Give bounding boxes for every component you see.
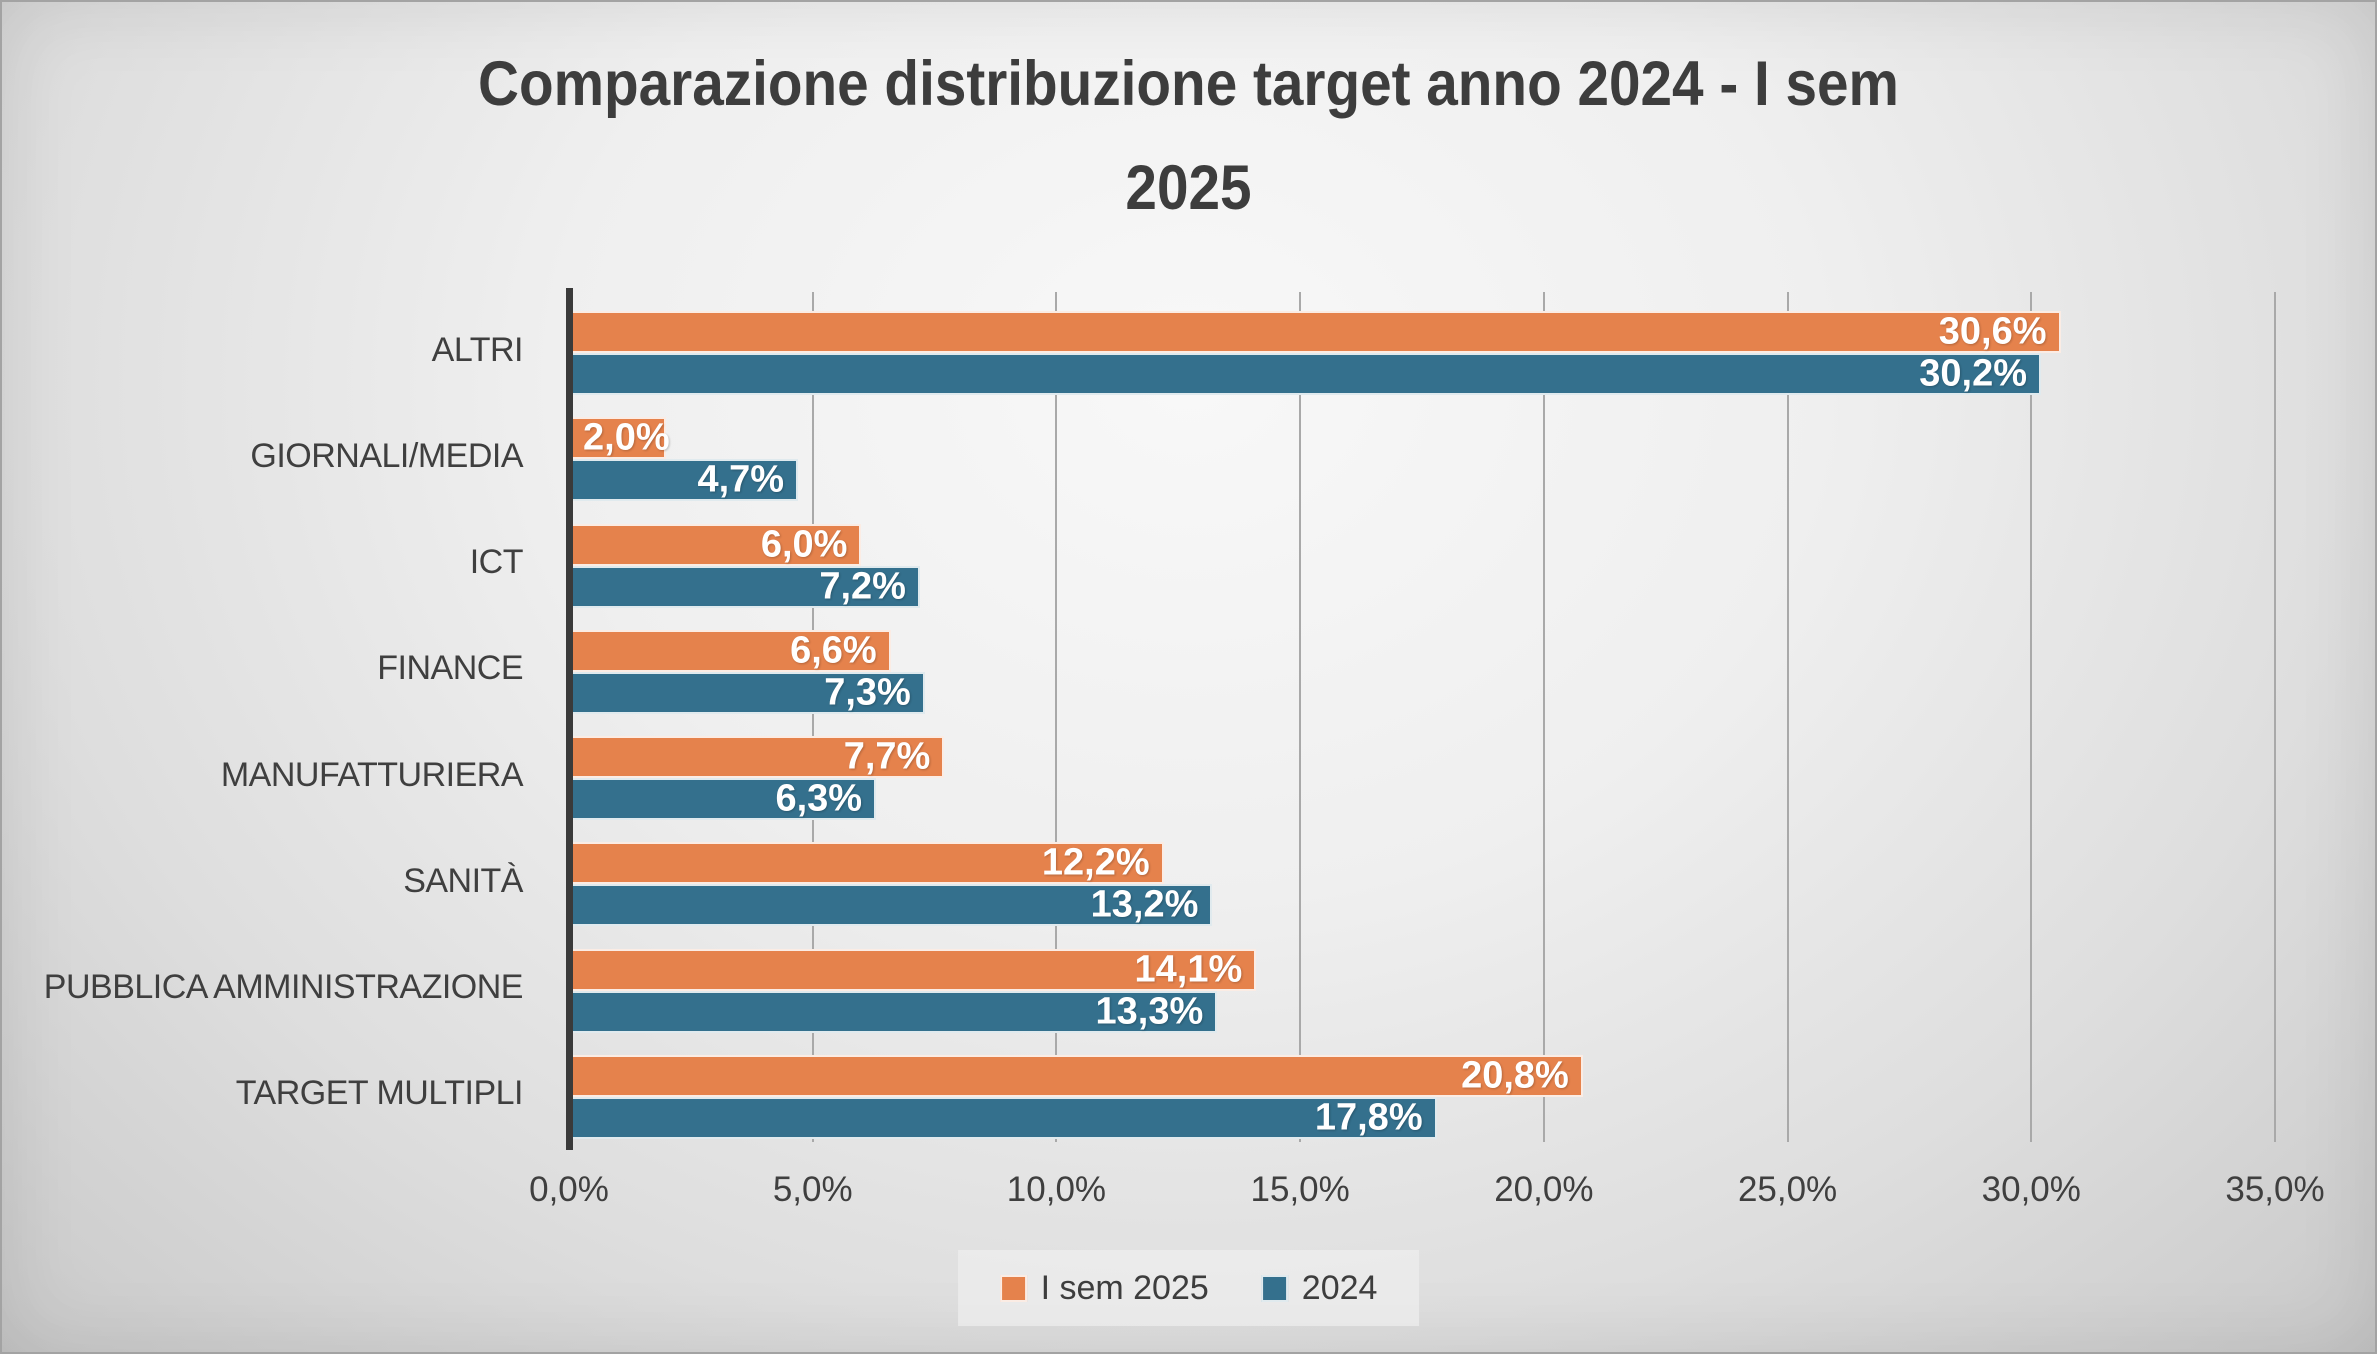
- bar-value-label: 30,2%: [1919, 352, 2028, 395]
- category-label-row: ALTRI: [2, 292, 547, 398]
- bar-2024: 17,8%: [569, 1096, 1437, 1139]
- bar-2024: 6,3%: [569, 777, 877, 820]
- plot-area: 30,6% 30,2% 2,0% 4,7% 6,0% 7,2% 6,6% 7,3% 7,7% 6,…: [566, 288, 2276, 1150]
- bar-value-label: 7,3%: [824, 671, 911, 714]
- category-label: SANITÀ: [403, 861, 523, 900]
- gridline: [811, 292, 814, 1142]
- bar-value-label: 12,2%: [1041, 841, 1150, 884]
- bar-2024: 4,7%: [569, 458, 799, 502]
- bar-value-label: 13,2%: [1090, 883, 1199, 926]
- bar-value-label: 14,1%: [1134, 948, 1243, 990]
- bar-group: 2,0% 4,7%: [569, 398, 2275, 504]
- bar-i-sem-2025: 20,8%: [569, 1054, 1583, 1097]
- x-axis-tick-label: 30,0%: [1981, 1170, 2081, 1209]
- bar-i-sem-2025: 2,0%: [569, 417, 670, 460]
- bar-value-label: 6,6%: [790, 629, 877, 672]
- bar-2024: 30,2%: [569, 352, 2042, 395]
- bar-value-label: 7,2%: [819, 565, 906, 607]
- gridline: [2274, 292, 2276, 1142]
- category-label-row: FINANCE: [2, 611, 547, 717]
- x-axis-tick-label: 10,0%: [1006, 1170, 1107, 1209]
- bar-i-sem-2025: 30,6%: [569, 311, 2061, 353]
- category-label-row: TARGET MULTIPLI: [2, 1036, 547, 1142]
- bar-i-sem-2025: 12,2%: [569, 841, 1164, 885]
- bar-2024: 7,2%: [569, 565, 920, 608]
- legend-item: I sem 2025: [999, 1268, 1209, 1308]
- x-axis-tick-label: 5,0%: [772, 1170, 853, 1209]
- bar-value-label: 13,3%: [1095, 990, 1204, 1032]
- bar-i-sem-2025: 14,1%: [569, 948, 1257, 991]
- bar-i-sem-2025: 6,0%: [569, 523, 862, 566]
- y-axis-line: [566, 288, 573, 1150]
- bar-2024: 13,3%: [569, 990, 1218, 1033]
- x-axis-tick-label: 25,0%: [1737, 1170, 1838, 1209]
- x-axis-tick-label: 0,0%: [529, 1170, 609, 1209]
- category-label-row: MANUFATTURIERA: [2, 717, 547, 823]
- bar-2024: 7,3%: [569, 671, 925, 714]
- legend-label: 2024: [1301, 1268, 1378, 1307]
- x-axis-tick-label: 20,0%: [1494, 1170, 1594, 1209]
- bar-group: 7,7% 6,3%: [569, 717, 2275, 823]
- bar-group: 14,1% 13,3%: [569, 930, 2275, 1036]
- gridline: [1542, 292, 1545, 1142]
- bar-i-sem-2025: 6,6%: [569, 629, 891, 672]
- category-label: ALTRI: [431, 330, 524, 369]
- chart-title-line-2: 2025: [1125, 153, 1252, 223]
- gridline: [1786, 292, 1789, 1142]
- bar-value-label: 30,6%: [1938, 310, 2047, 353]
- x-axis-tick-label: 15,0%: [1250, 1170, 1350, 1209]
- gridline: [2030, 292, 2033, 1142]
- category-label-row: SANITÀ: [2, 823, 547, 929]
- category-label: PUBBLICA AMMINISTRAZIONE: [43, 968, 524, 1007]
- bar-value-label: 20,8%: [1461, 1054, 1569, 1097]
- bar-value-label: 17,8%: [1314, 1096, 1423, 1139]
- bar-group: 6,0% 7,2%: [569, 505, 2275, 611]
- gridline: [1055, 292, 1058, 1142]
- bar-value-label: 6,3%: [775, 777, 863, 820]
- category-axis: ALTRI GIORNALI/MEDIA ICT FINANCE MANUFATTURI…: [2, 292, 547, 1142]
- legend-swatch-icon: [1260, 1274, 1288, 1302]
- legend-swatch-icon: [999, 1274, 1027, 1302]
- x-axis: 0,0% 5,0% 10,0% 15,0% 20,0% 25,0% 30,0% 35,0%: [529, 1164, 2325, 1220]
- category-label-row: GIORNALI/MEDIA: [2, 398, 547, 504]
- bar-group: 12,2% 13,2%: [569, 823, 2275, 929]
- legend: I sem 2025 2024: [957, 1250, 1420, 1326]
- category-label: ICT: [469, 543, 524, 582]
- category-label: GIORNALI/MEDIA: [250, 436, 523, 475]
- bar-group: 20,8% 17,8%: [569, 1036, 2275, 1142]
- legend-label: I sem 2025: [1040, 1268, 1209, 1307]
- chart-title-line-1: Comparazione distribuzione target anno 2…: [478, 49, 1899, 119]
- category-label: FINANCE: [377, 649, 523, 688]
- bar-group: 6,6% 7,3%: [569, 611, 2275, 717]
- gridline: [1299, 292, 1302, 1142]
- category-label-row: PUBBLICA AMMINISTRAZIONE: [2, 930, 547, 1036]
- bar-value-label: 4,7%: [697, 458, 785, 501]
- bar-value-label: 2,0%: [583, 416, 670, 459]
- legend-item: 2024: [1260, 1268, 1378, 1308]
- chart-title: Comparazione distribuzione target anno 2…: [121, 32, 2257, 240]
- bar-i-sem-2025: 7,7%: [569, 735, 945, 778]
- bar-2024: 13,2%: [569, 883, 1213, 927]
- bar-value-label: 6,0%: [760, 523, 848, 565]
- category-label-row: ICT: [2, 505, 547, 611]
- bar-groups: 30,6% 30,2% 2,0% 4,7% 6,0% 7,2% 6,6% 7,3% 7,7% 6,…: [569, 292, 2275, 1142]
- bar-value-label: 7,7%: [843, 735, 931, 778]
- bar-group: 30,6% 30,2%: [569, 292, 2275, 398]
- x-axis-tick-label: 35,0%: [2225, 1170, 2325, 1209]
- category-label: MANUFATTURIERA: [220, 755, 524, 794]
- category-label: TARGET MULTIPLI: [235, 1074, 524, 1113]
